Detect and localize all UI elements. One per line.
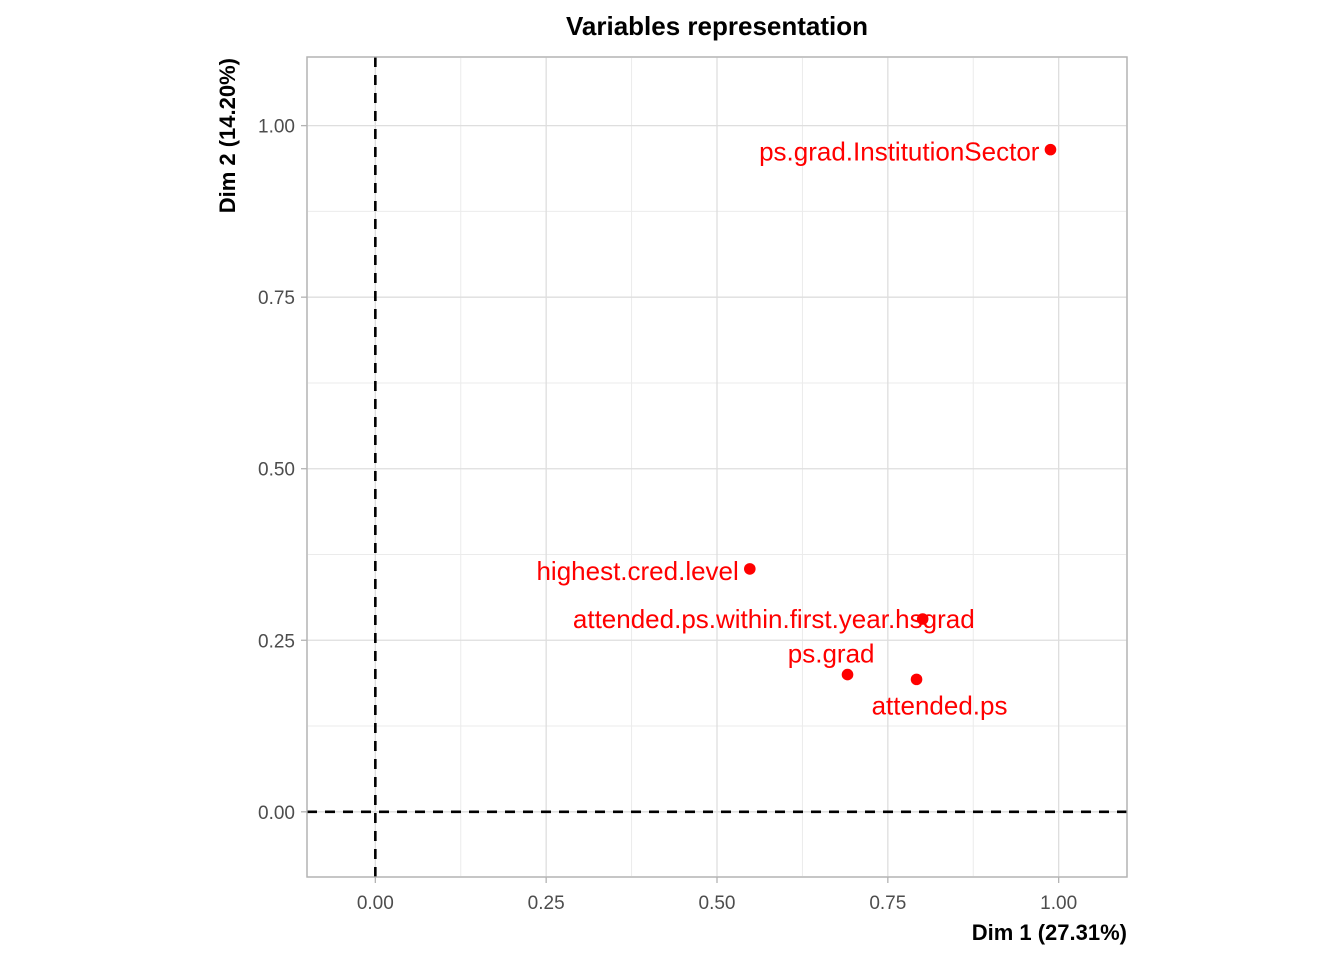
point-labels: ps.grad.InstitutionSector highest.cred.le… — [536, 137, 1039, 721]
x-tick-label: 0.25 — [528, 893, 565, 914]
x-tick-label: 0.50 — [699, 893, 736, 914]
y-tick-label: 0.25 — [258, 631, 295, 652]
x-tick-label: 1.00 — [1040, 893, 1077, 914]
y-tick-label: 0.75 — [258, 288, 295, 309]
x-tick-label: 0.75 — [869, 893, 906, 914]
y-axis-title: Dim 2 (14.20%) — [215, 58, 240, 213]
y-axis-ticks: 0.00 0.25 0.50 0.75 1.00 — [258, 117, 307, 824]
point-label: attended.ps — [872, 690, 1008, 720]
data-point — [744, 563, 756, 575]
point-label: attended.ps.within.first.year.hsgrad — [573, 604, 975, 634]
point-label: ps.grad.InstitutionSector — [759, 137, 1040, 167]
data-point — [910, 673, 923, 686]
point-label: ps.grad — [788, 639, 875, 669]
y-tick-label: 0.00 — [258, 803, 295, 824]
point-label: highest.cred.level — [536, 556, 738, 586]
x-axis-title: Dim 1 (27.31%) — [972, 920, 1127, 945]
data-point — [841, 668, 854, 681]
data-points — [744, 143, 1057, 686]
y-tick-label: 1.00 — [258, 117, 295, 138]
x-tick-label: 0.00 — [357, 893, 394, 914]
data-point — [916, 613, 929, 625]
data-point — [1044, 143, 1057, 156]
chart-title: Variables representation — [566, 11, 868, 41]
x-axis-ticks: 0.00 0.25 0.50 0.75 1.00 — [357, 877, 1077, 914]
y-tick-label: 0.50 — [258, 460, 295, 481]
grid-lines — [307, 57, 1127, 877]
